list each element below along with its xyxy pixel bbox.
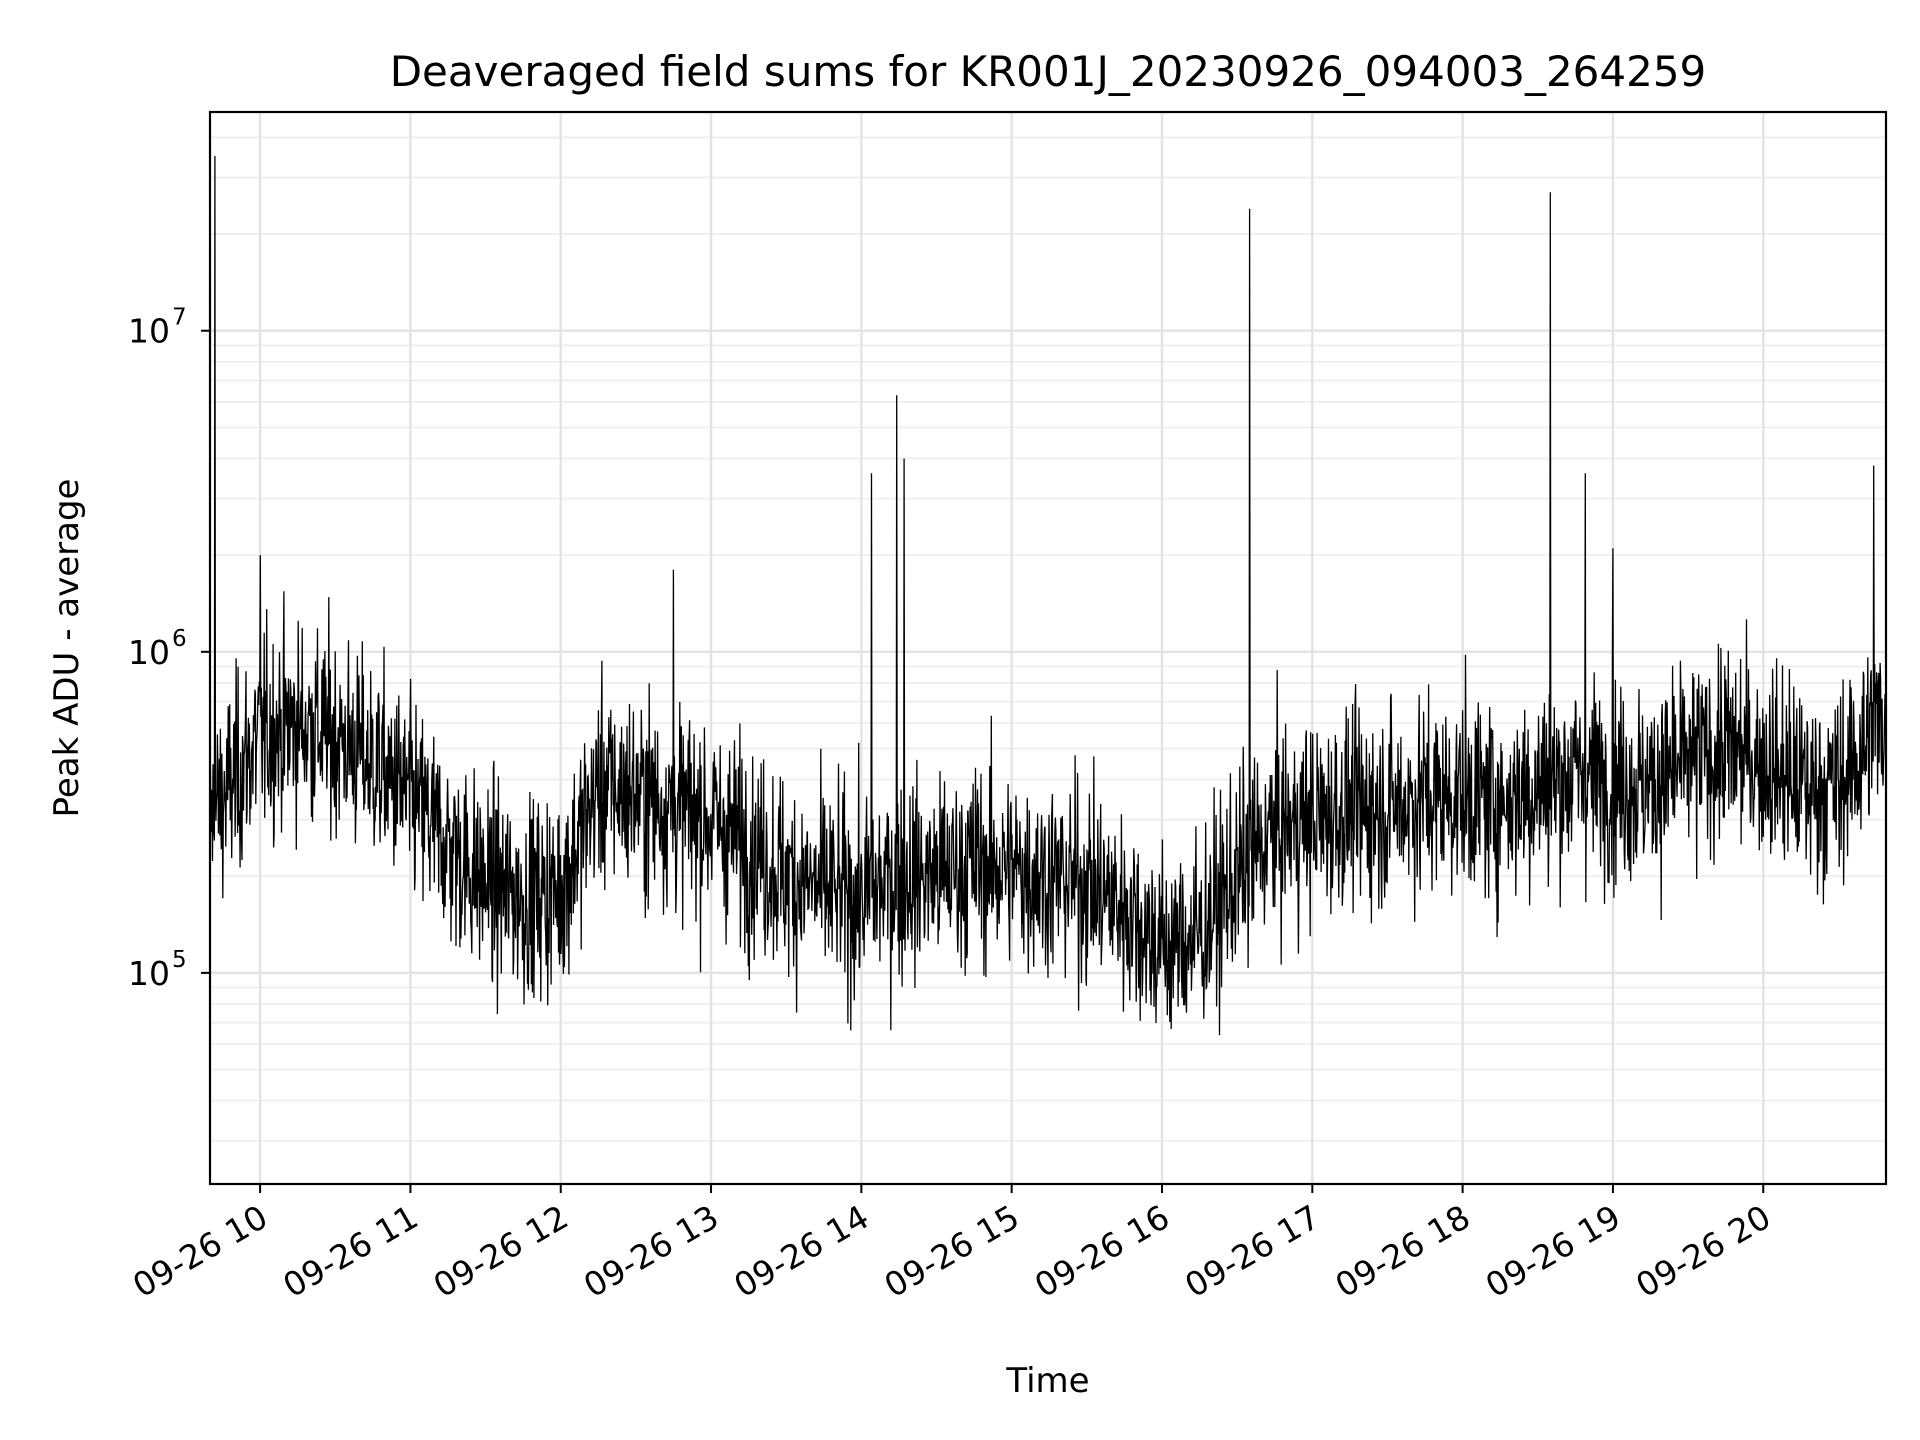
plot-frame	[208, 110, 1888, 1186]
x-tick-label: 09-26 18	[1329, 1197, 1477, 1305]
x-tick-label: 09-26 12	[427, 1197, 575, 1305]
x-axis-label: Time	[1005, 1361, 1089, 1401]
x-tick-label: 09-26 10	[126, 1197, 274, 1305]
y-tick-label: 10	[128, 954, 170, 993]
y-axis-label: Peak ADU - average	[47, 479, 87, 818]
x-axis: 09-26 10 09-26 11 09-26 12 09-26 13 09-26 14…	[126, 1184, 1777, 1305]
x-tick-label: 09-26 14	[727, 1197, 875, 1305]
x-tick-label: 09-26 15	[878, 1197, 1026, 1305]
y-tick-exponent: 6	[172, 626, 187, 652]
x-tick-label: 09-26 17	[1178, 1197, 1326, 1305]
x-tick-label: 09-26 13	[577, 1197, 725, 1305]
x-tick-label: 09-26 11	[276, 1197, 424, 1305]
chart-title: Deaveraged field sums for KR001J_2023092…	[390, 47, 1707, 96]
x-tick-label: 09-26 20	[1629, 1197, 1777, 1305]
grid	[210, 112, 1886, 1184]
y-tick-exponent: 5	[172, 947, 187, 973]
y-tick-label: 10	[128, 633, 170, 672]
y-tick-label: 10	[128, 312, 170, 351]
series-path	[209, 155, 1887, 1036]
y-tick-exponent: 7	[172, 305, 187, 331]
x-tick-label: 09-26 19	[1479, 1197, 1627, 1305]
x-tick-label: 09-26 16	[1028, 1197, 1176, 1305]
series-line	[209, 155, 1887, 1036]
